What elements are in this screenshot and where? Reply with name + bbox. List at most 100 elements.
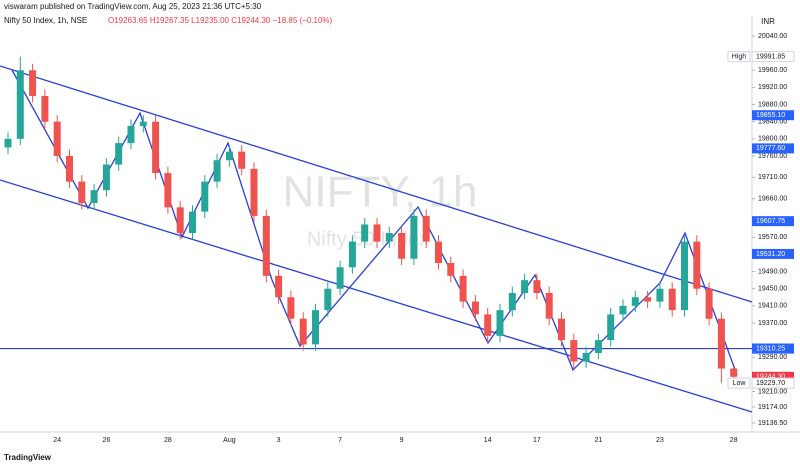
candle-body: [410, 215, 418, 259]
y-tick-label: 19960.00: [758, 67, 787, 74]
price-label: 19229.70: [756, 380, 785, 387]
candle-body: [275, 275, 283, 298]
candle-body: [558, 318, 565, 341]
price-label-box: [751, 377, 795, 389]
candle-body: [607, 314, 615, 341]
x-tick-label: 28: [164, 437, 172, 444]
x-tick-label: 7: [338, 437, 342, 444]
candle-body: [373, 224, 381, 242]
y-tick-label: 20040.00: [758, 33, 787, 40]
candle-body: [78, 181, 86, 204]
y-tick-label: 19174.00: [758, 404, 787, 411]
price-label: 19607.75: [756, 218, 785, 225]
candle-body: [447, 263, 455, 276]
candle-body: [717, 318, 725, 369]
price-label-box: [752, 371, 794, 382]
x-tick-label: 26: [103, 437, 111, 444]
candle-body: [164, 173, 172, 208]
x-tick-label: 14: [484, 437, 492, 444]
price-label: 19531.20: [756, 251, 785, 258]
price-label-box: [752, 143, 794, 154]
x-tick-label: 3: [277, 437, 281, 444]
candle-body: [53, 121, 61, 156]
y-tick-label: 19490.00: [758, 268, 787, 275]
x-tick-label: 28: [730, 437, 738, 444]
candle-body: [496, 310, 504, 336]
price-label: 19310.25: [756, 345, 785, 352]
x-tick-label: 23: [656, 437, 664, 444]
candle-body: [312, 310, 319, 345]
candle-body: [16, 70, 24, 139]
candle-body: [127, 125, 135, 144]
y-tick-label: 19450.00: [758, 286, 787, 293]
candle-body: [250, 168, 258, 216]
candle-body: [4, 138, 12, 148]
candle-body: [521, 280, 529, 294]
candle-body: [631, 297, 639, 306]
y-tick-label: 19920.00: [758, 84, 787, 91]
candle-body: [90, 190, 98, 204]
candle-body: [385, 233, 393, 242]
candle-body: [533, 280, 541, 294]
candle-body: [422, 215, 430, 242]
y-tick-label: 19800.00: [758, 136, 787, 143]
candle-body: [582, 352, 590, 362]
candle-body: [656, 288, 664, 302]
candle-body: [619, 305, 627, 315]
candle-body: [594, 340, 602, 353]
candle-body: [681, 241, 688, 311]
y-tick-label: 19410.00: [758, 303, 787, 310]
price-label: 19244.30: [756, 374, 785, 381]
candle-body: [213, 160, 221, 182]
price-tag: High: [732, 53, 747, 60]
candle-body: [471, 301, 479, 315]
x-tick-label: 17: [533, 437, 541, 444]
candle-body: [336, 267, 344, 289]
currency: INR: [761, 17, 775, 26]
y-tick-label: 19840.00: [758, 119, 787, 126]
ohlc-readout: O19263.65 H19267.35 L19235.00 C19244.30 …: [108, 16, 333, 25]
candle-body: [484, 314, 492, 336]
x-tick-label: Aug: [223, 437, 236, 444]
y-tick-label: 19880.00: [758, 101, 787, 108]
candle-body: [545, 293, 553, 319]
price-label-box: [752, 216, 794, 227]
candle-body: [668, 288, 676, 311]
candle-body: [570, 340, 578, 362]
candle-body: [238, 151, 246, 169]
channel-bottom: [0, 179, 753, 413]
candle-body: [693, 241, 701, 289]
price-label-box: [752, 110, 794, 121]
channel-top: [0, 65, 753, 303]
price-tag-box: [727, 377, 751, 389]
price-label: 19777.60: [756, 145, 785, 152]
candle-body: [139, 121, 147, 126]
x-tick-label: 21: [595, 437, 603, 444]
x-tick-label: 9: [400, 437, 404, 444]
candle-body: [201, 181, 209, 212]
price-label-box: [752, 343, 794, 354]
y-tick-label: 19760.00: [758, 153, 787, 160]
candle-body: [361, 224, 369, 242]
candle-body: [730, 368, 738, 377]
brand: TradingView: [4, 453, 52, 462]
publisher: viswaram published on TradingView.com, A…: [4, 2, 262, 11]
candle-body: [225, 151, 233, 161]
candle-body: [287, 297, 295, 319]
price-label: 19855.10: [756, 112, 785, 119]
candle-body: [324, 288, 332, 311]
price-label: 19991.85: [756, 53, 785, 60]
candle-body: [189, 211, 196, 234]
candle-body: [348, 241, 356, 268]
y-tick-label: 19370.00: [758, 320, 787, 327]
y-tick-label: 19290.00: [758, 354, 787, 361]
candle-body: [29, 70, 37, 96]
price-label-box: [751, 51, 795, 63]
price-tag-box: [727, 51, 751, 63]
candle-body: [644, 297, 652, 302]
candle-body: [102, 164, 110, 191]
candle-body: [508, 293, 516, 311]
y-tick-label: 19210.00: [758, 388, 787, 395]
y-tick-label: 19660.00: [758, 196, 787, 203]
